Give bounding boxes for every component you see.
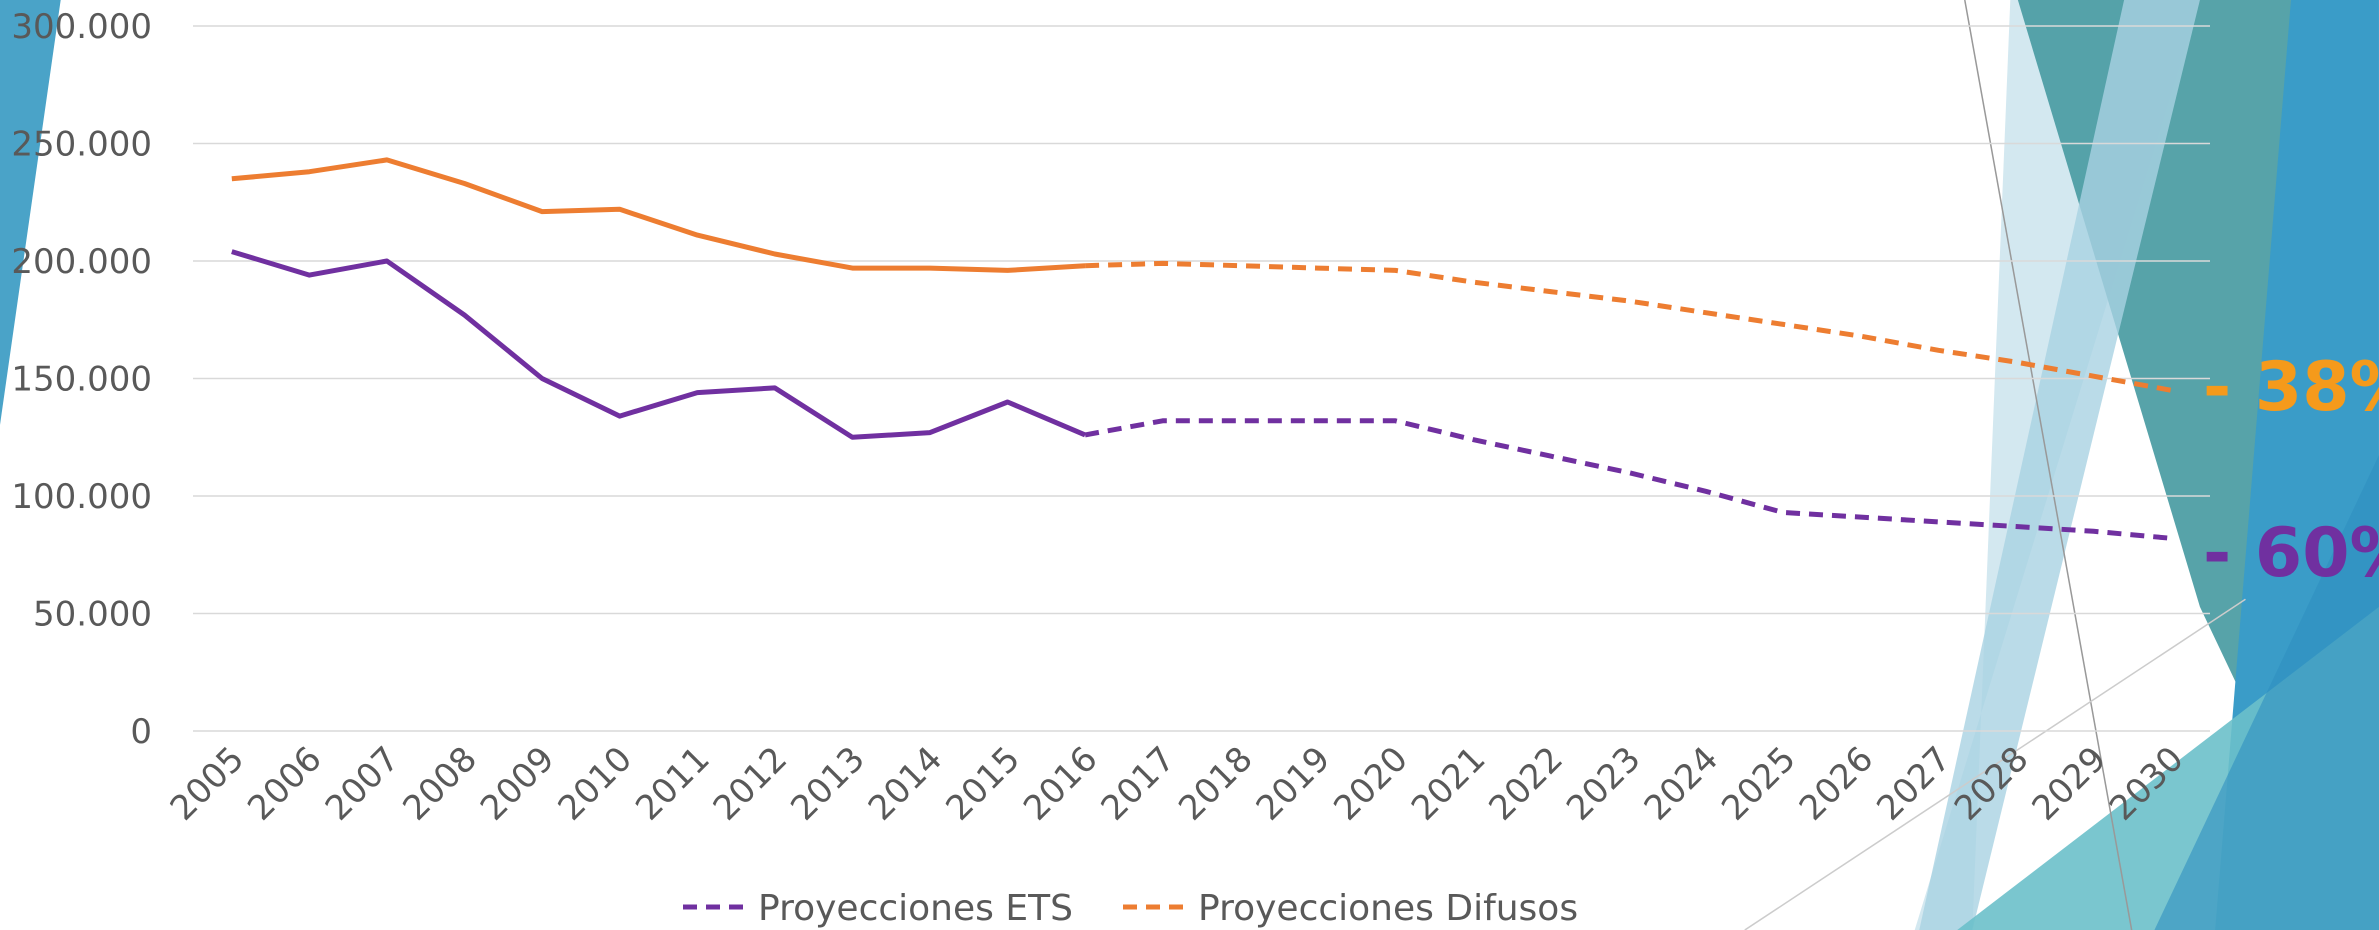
x-tick-label: 2013	[783, 739, 872, 828]
y-tick-label: 200.000	[11, 242, 152, 282]
legend-label: Proyecciones ETS	[758, 888, 1073, 929]
x-tick-label: 2024	[1637, 739, 1726, 828]
decor-line	[1744, 598, 2246, 930]
x-tick-label: 2023	[1559, 739, 1648, 828]
x-tick-label: 2019	[1249, 739, 1338, 828]
x-tick-label: 2016	[1016, 739, 1105, 828]
x-tick-label: 2021	[1404, 739, 1493, 828]
x-tick-label: 2026	[1792, 739, 1881, 828]
x-tick-label: 2006	[240, 739, 329, 828]
x-tick-label: 2011	[628, 739, 717, 828]
y-tick-label: 150.000	[11, 360, 152, 400]
decor-triangle	[0, 0, 61, 425]
x-tick-label: 2015	[938, 739, 1027, 828]
x-tick-label: 2018	[1171, 739, 1260, 828]
x-tick-label: 2020	[1326, 739, 1415, 828]
decor-line	[1964, 0, 2133, 930]
x-tick-label: 2029	[2025, 739, 2114, 828]
x-tick-label: 2007	[318, 739, 407, 828]
x-tick-label: 2005	[163, 739, 252, 828]
x-tick-label: 2010	[551, 739, 640, 828]
x-tick-label: 2022	[1481, 739, 1570, 828]
x-tick-label: 2014	[861, 739, 950, 828]
y-tick-label: 0	[130, 712, 152, 752]
annotation: - 60%	[2203, 514, 2379, 593]
legend-label: Proyecciones Difusos	[1198, 888, 1578, 929]
y-tick-label: 250.000	[11, 125, 152, 165]
x-tick-label: 2017	[1094, 739, 1183, 828]
x-tick-label: 2008	[395, 739, 484, 828]
decor-triangle	[1919, 0, 2200, 930]
annotation: - 38%	[2203, 348, 2379, 427]
series-line	[231, 249, 1087, 440]
y-tick-label: 50.000	[33, 595, 152, 635]
y-tick-label: 300.000	[11, 7, 152, 47]
x-tick-label: 2009	[473, 739, 562, 828]
x-tick-label: 2012	[706, 739, 795, 828]
series-line	[231, 157, 1086, 273]
y-tick-label: 100.000	[11, 477, 152, 517]
x-tick-label: 2025	[1714, 739, 1803, 828]
